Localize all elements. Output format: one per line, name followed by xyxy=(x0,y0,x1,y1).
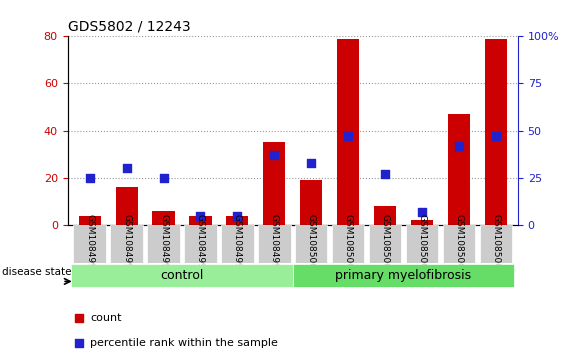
Point xyxy=(454,143,463,149)
Text: GSM1085002: GSM1085002 xyxy=(381,214,390,274)
FancyBboxPatch shape xyxy=(184,225,217,263)
Point xyxy=(307,160,316,166)
Text: count: count xyxy=(90,313,122,323)
Text: GSM1084995: GSM1084995 xyxy=(122,214,131,274)
Text: GSM1085001: GSM1085001 xyxy=(343,214,352,274)
FancyBboxPatch shape xyxy=(73,225,106,263)
Bar xyxy=(226,216,248,225)
FancyBboxPatch shape xyxy=(221,225,253,263)
FancyBboxPatch shape xyxy=(295,225,328,263)
Bar xyxy=(448,114,470,225)
Point xyxy=(270,152,279,158)
Text: percentile rank within the sample: percentile rank within the sample xyxy=(90,338,278,348)
FancyBboxPatch shape xyxy=(110,225,143,263)
FancyBboxPatch shape xyxy=(293,264,514,287)
Point xyxy=(159,175,168,181)
FancyBboxPatch shape xyxy=(332,225,364,263)
Text: primary myelofibrosis: primary myelofibrosis xyxy=(336,269,472,282)
FancyBboxPatch shape xyxy=(369,225,401,263)
Point xyxy=(196,213,205,219)
Point xyxy=(343,134,352,139)
Text: GSM1084997: GSM1084997 xyxy=(196,214,205,274)
Point xyxy=(85,175,94,181)
FancyBboxPatch shape xyxy=(443,225,475,263)
Bar xyxy=(411,220,433,225)
Point xyxy=(418,209,427,215)
Bar xyxy=(374,206,396,225)
Bar xyxy=(485,38,507,225)
Bar xyxy=(115,187,138,225)
Text: GSM1084994: GSM1084994 xyxy=(85,214,94,274)
Bar xyxy=(189,216,212,225)
Bar xyxy=(263,142,285,225)
Bar xyxy=(300,180,322,225)
Text: GSM1085004: GSM1085004 xyxy=(454,214,463,274)
FancyBboxPatch shape xyxy=(148,225,180,263)
FancyBboxPatch shape xyxy=(406,225,438,263)
Bar xyxy=(153,211,175,225)
FancyBboxPatch shape xyxy=(258,225,291,263)
Text: GSM1085005: GSM1085005 xyxy=(491,214,501,274)
FancyBboxPatch shape xyxy=(480,225,512,263)
Text: GDS5802 / 12243: GDS5802 / 12243 xyxy=(68,20,190,34)
Point xyxy=(233,213,242,219)
Bar xyxy=(79,216,101,225)
Text: GSM1084996: GSM1084996 xyxy=(159,214,168,274)
Text: GSM1084998: GSM1084998 xyxy=(233,214,242,274)
Text: GSM1085003: GSM1085003 xyxy=(418,214,427,274)
Text: GSM1085000: GSM1085000 xyxy=(307,214,316,274)
Point xyxy=(381,171,390,177)
Point xyxy=(491,134,501,139)
Text: control: control xyxy=(160,269,204,282)
Text: GSM1084999: GSM1084999 xyxy=(270,214,279,274)
Point xyxy=(391,180,400,185)
Text: disease state: disease state xyxy=(2,267,72,277)
Bar xyxy=(337,38,359,225)
FancyBboxPatch shape xyxy=(72,264,293,287)
Point xyxy=(122,166,131,171)
